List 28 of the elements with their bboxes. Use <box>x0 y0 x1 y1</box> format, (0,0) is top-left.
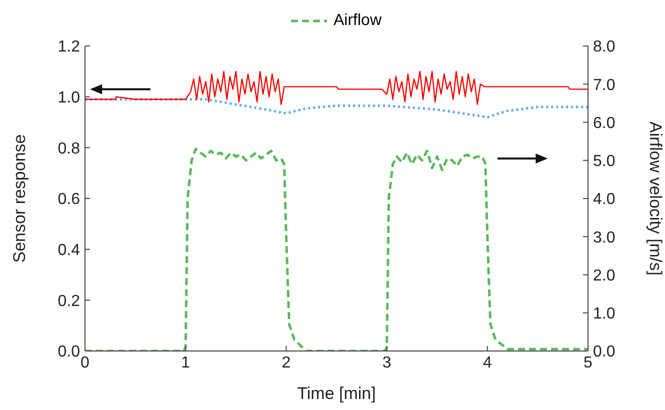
line-series <box>85 70 588 106</box>
x-tick-label: 5 <box>584 354 593 372</box>
y2-tick-label: 7.0 <box>593 76 616 94</box>
y-tick-label: 0.2 <box>58 292 80 310</box>
y-axis-title: Sensor response <box>10 134 30 263</box>
y-tick-label: 1.2 <box>58 38 80 56</box>
y-tick-label: 0.8 <box>58 140 80 158</box>
y2-tick-label: 2.0 <box>593 267 616 284</box>
y2-tick-label: 4.0 <box>593 191 616 208</box>
legend-label: Airflow <box>332 12 382 30</box>
y-tick-label: 0.4 <box>58 242 80 260</box>
y2-tick-label: 3.0 <box>593 229 616 246</box>
y-tick-label: 0.0 <box>58 344 80 361</box>
y2-axis-title: Airflow velocity [m/s] <box>646 122 665 276</box>
x-axis-title: Time [min] <box>297 384 376 403</box>
y2-tick-label: 1.0 <box>593 306 616 323</box>
x-tick-label: 3 <box>382 354 392 372</box>
y-tick-label: 0.6 <box>58 191 80 208</box>
x-tick-label: 2 <box>282 354 291 372</box>
y-tick-label: 1.0 <box>58 90 80 107</box>
line-series <box>85 98 588 118</box>
x-tick-label: 1 <box>181 354 190 372</box>
y2-tick-label: 5.0 <box>593 153 616 170</box>
y2-tick-label: 6.0 <box>593 114 616 132</box>
y2-tick-label: 0.0 <box>593 344 616 361</box>
x-tick-label: 4 <box>482 354 492 372</box>
x-tick-label: 0 <box>80 354 90 372</box>
y2-tick-label: 8.0 <box>593 38 616 56</box>
